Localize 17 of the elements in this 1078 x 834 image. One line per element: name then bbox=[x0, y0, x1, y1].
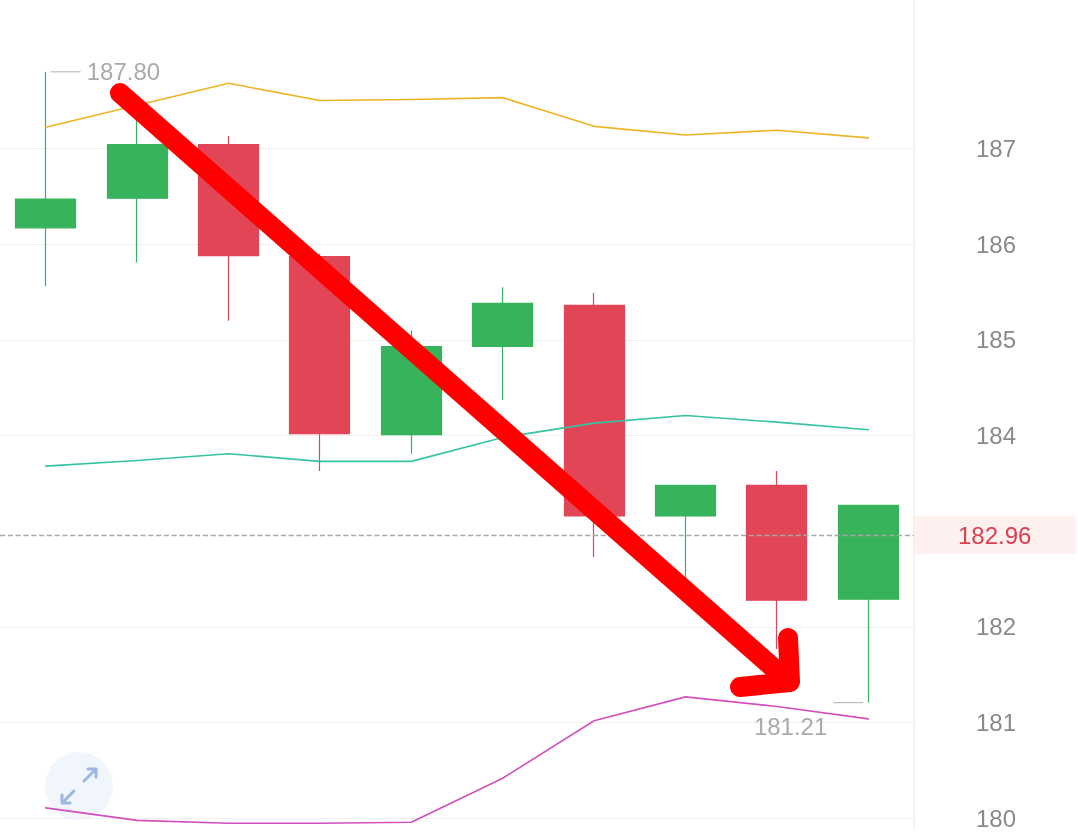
candlestick bbox=[563, 292, 626, 558]
line-series bbox=[44, 414, 870, 467]
y-tick-label: 184 bbox=[975, 422, 1017, 450]
line-series bbox=[44, 82, 870, 139]
candlestick bbox=[654, 484, 717, 580]
annotation: 181.21 bbox=[753, 713, 828, 741]
ref-line-label: 182.96 bbox=[958, 521, 1032, 549]
y-tick-label: 180 bbox=[975, 804, 1017, 832]
candlestick bbox=[745, 470, 808, 650]
y-tick-label: 182 bbox=[975, 613, 1017, 641]
y-tick-label: 185 bbox=[975, 326, 1017, 354]
y-tick-label: 187 bbox=[975, 134, 1017, 162]
y-tick-label: 186 bbox=[975, 230, 1017, 258]
line-series bbox=[44, 696, 870, 825]
candlestick bbox=[471, 286, 534, 401]
annotation: 187.80 bbox=[86, 58, 161, 86]
y-tick-label: 181 bbox=[975, 709, 1017, 737]
